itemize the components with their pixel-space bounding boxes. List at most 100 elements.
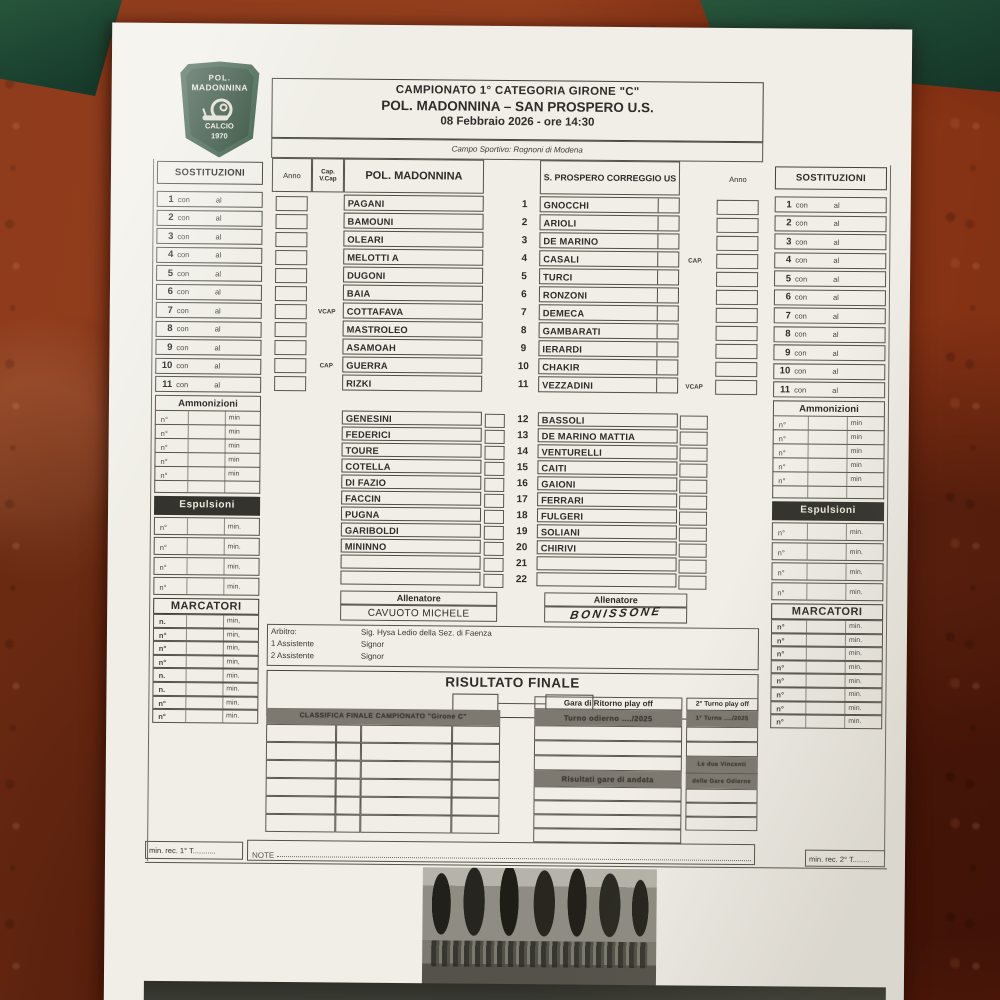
- blank-cell: [186, 642, 224, 655]
- anno-slot: [679, 478, 708, 494]
- home-captain-cell: [309, 458, 341, 474]
- minute-label: min.: [226, 713, 240, 721]
- gap-cell: [483, 322, 509, 340]
- slot-cell: [482, 428, 508, 444]
- home-captain-cell: [311, 320, 343, 338]
- anno-cell-away: [710, 342, 762, 360]
- coach-name-away: BONISSONE: [544, 606, 688, 624]
- away-name-cell: FULGERI: [536, 508, 678, 525]
- number-label: n°: [771, 661, 807, 673]
- minute-label: min.: [848, 664, 862, 672]
- substitution-number: 10: [161, 359, 173, 372]
- note-label: NOTE: [251, 850, 275, 860]
- classifica-row: [265, 759, 500, 780]
- player-number: 5: [521, 271, 527, 283]
- player-name-home: BAIA: [342, 284, 484, 302]
- return-playoff-header: Gara di Ritorno play off: [534, 696, 683, 711]
- ammonizione-row: n° min: [772, 444, 885, 460]
- player-number: 19: [516, 526, 528, 538]
- substitution-number: 8: [167, 323, 173, 335]
- marcatori-rows: n. min, n° min, n° min,: [152, 613, 260, 724]
- minute-label: min.: [226, 685, 240, 693]
- captain-marker: CAP: [319, 361, 333, 369]
- player-name-home: PAGANI: [343, 194, 484, 212]
- home-name-cell: GENESINI: [341, 410, 482, 428]
- blank-cell: [806, 661, 846, 674]
- slot-cell-away: [678, 413, 710, 430]
- player-name-home: COTTAFAVA: [342, 302, 483, 320]
- anno-slot: [678, 526, 707, 542]
- blank-cell: [186, 710, 224, 723]
- player-name-home: DUGONI: [343, 266, 484, 284]
- slot-cell: [481, 556, 507, 572]
- playoff-second-column: 2° Turno play off 1° Turno ..../2025 Le …: [685, 697, 759, 832]
- player-number: 10: [517, 361, 529, 373]
- slot-cell: [481, 444, 507, 460]
- con-label: con: [176, 305, 189, 315]
- coach-name-home: CAVUOTO MICHELE: [340, 604, 498, 622]
- slot-cell: [480, 572, 506, 588]
- blank-cell: [188, 453, 226, 467]
- player-name-home: TOURE: [341, 442, 482, 458]
- home-name-cell: FACCIN: [341, 490, 482, 508]
- marcatore-row: n° min.: [770, 646, 883, 662]
- anno-slot: [483, 509, 505, 524]
- anno-slot: [678, 510, 708, 526]
- match-header: CAMPIONATO 1° CATEGORIA GIRONE "C" POL. …: [271, 77, 764, 143]
- substitution-row: 2 con al: [156, 209, 263, 227]
- anno-slot: [275, 213, 308, 230]
- roster-table: Anno Cap. V.Cap POL. MADONNINA S. PROSPE…: [268, 157, 764, 590]
- anno-slot: [484, 461, 505, 476]
- home-name-cell: GARIBOLDI: [340, 522, 481, 540]
- home-captain-cell: [309, 538, 341, 554]
- away-name-cell: GAMBARATI: [538, 322, 679, 341]
- substitution-number: 7: [167, 304, 173, 316]
- anno-cell-away: [711, 234, 763, 252]
- player-name-home: MASTROLEO: [342, 320, 483, 338]
- con-label: con: [795, 199, 808, 210]
- substitution-row: 3 con al: [774, 233, 887, 251]
- minute-label: min.: [849, 568, 863, 576]
- player-name-away: ARIOLI: [539, 214, 680, 232]
- con-label: con: [177, 213, 190, 223]
- number-label: n°: [772, 563, 808, 580]
- match-report-form: POL. MADONNINA CALCIO 1970 CAMPIONATO 1°…: [143, 49, 894, 1000]
- marcatore-row: n° min.: [152, 695, 259, 710]
- substitution-row: 8 con al: [155, 320, 262, 338]
- home-name-cell: PAGANI: [343, 194, 484, 214]
- minute-label: min: [850, 461, 862, 470]
- number-label: n.: [153, 669, 187, 682]
- anno-cell-away: [709, 510, 761, 526]
- minute-label: min.: [848, 718, 862, 726]
- slot-cell: [481, 524, 507, 540]
- blank-cell: [187, 538, 225, 555]
- ammonizioni-title: Ammonizioni: [154, 394, 262, 412]
- minute-label: min: [228, 470, 240, 478]
- marcatore-row: n° min.: [770, 619, 884, 634]
- gap-cell: [483, 232, 509, 250]
- al-label: al: [215, 268, 222, 278]
- panel-title: SOSTITUZIONI: [156, 160, 264, 185]
- minute-label: min.: [227, 563, 241, 571]
- playoff-row: [685, 741, 759, 758]
- player-name-home: GENESINI: [341, 410, 482, 426]
- substitution-number: 2: [168, 212, 174, 224]
- home-captain-cell: [311, 284, 343, 302]
- number-label: n°: [771, 715, 806, 728]
- anno-cell-away: [711, 270, 763, 288]
- anno-slot: [483, 557, 504, 572]
- home-captain-cell: [312, 194, 344, 212]
- away-name-cell: [536, 572, 677, 589]
- home-name-cell: [340, 554, 481, 572]
- classifica-row: [265, 777, 500, 798]
- con-label: con: [795, 255, 808, 265]
- substitution-number: 3: [786, 235, 792, 247]
- substitution-row: 11 con al: [155, 375, 262, 393]
- substitution-row: 11 con al: [773, 381, 886, 399]
- minute-label: min.: [848, 704, 862, 712]
- assistant2-row: 2 Assistente Signor: [268, 651, 758, 664]
- ammonizione-row: n° min: [154, 452, 261, 468]
- home-captain-cell: [310, 426, 342, 442]
- substitution-number: 6: [785, 291, 791, 303]
- gap-cell: [483, 214, 509, 232]
